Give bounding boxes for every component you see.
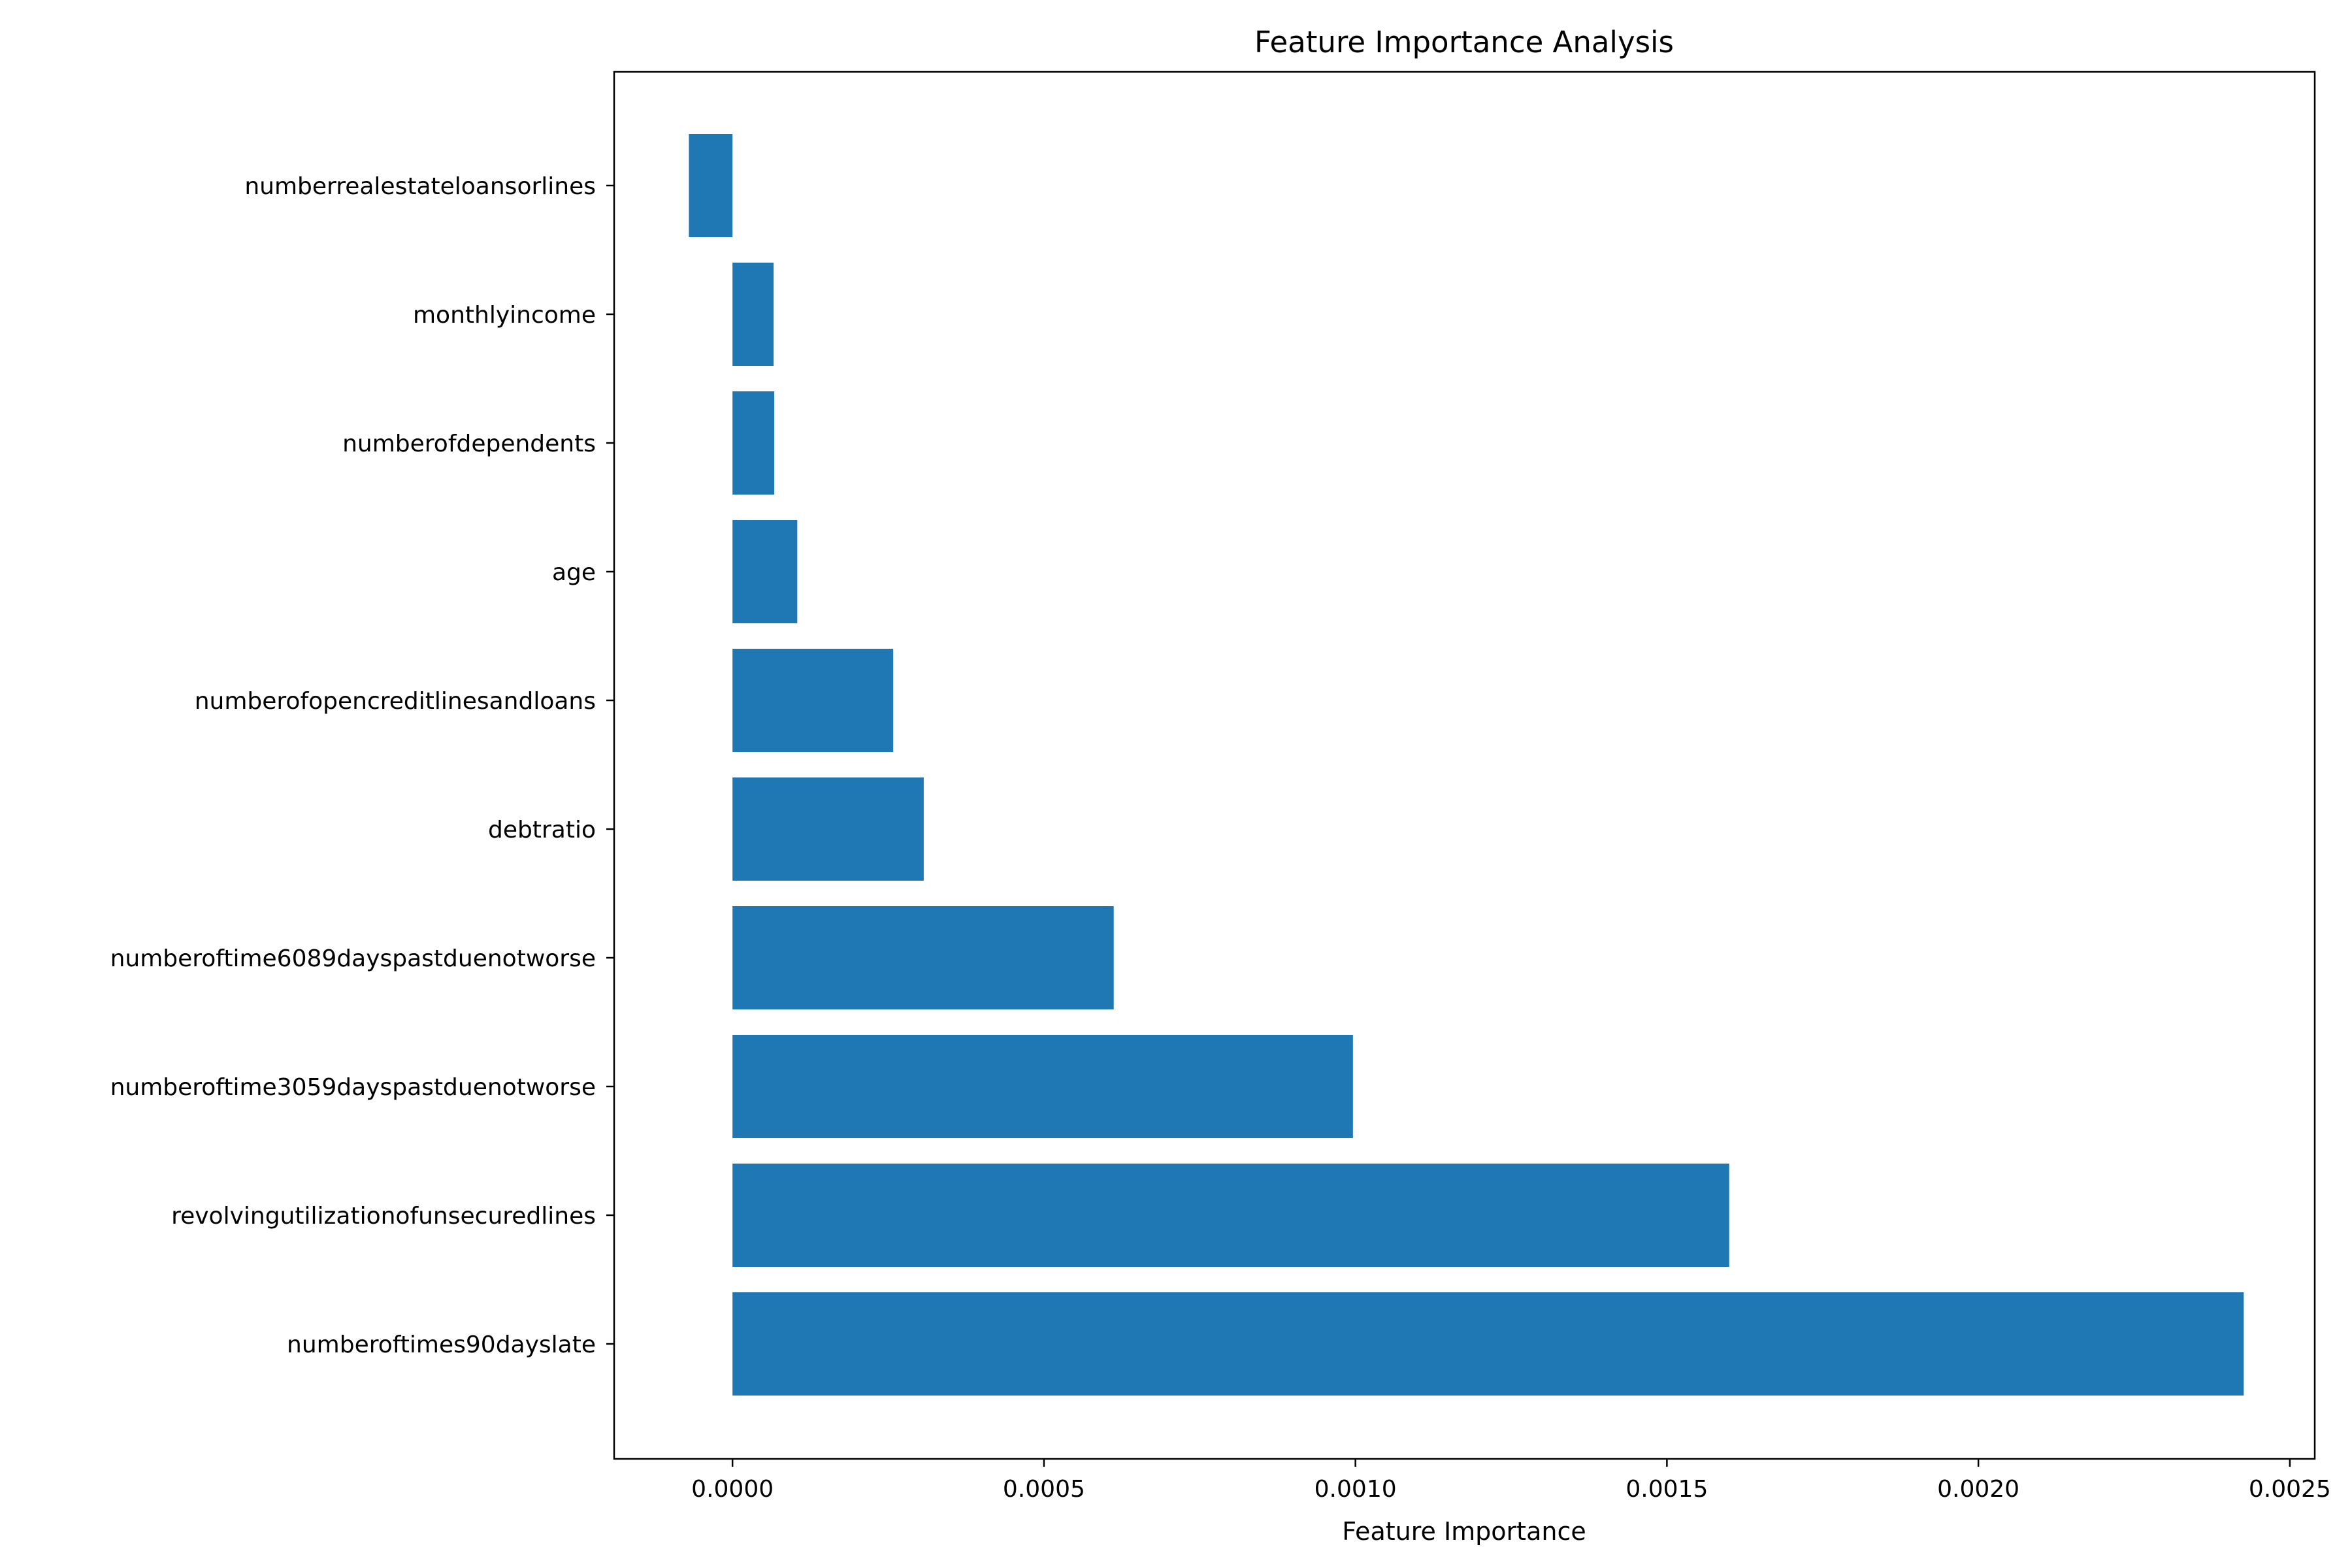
bar-numberoftime3059dayspastduenotworse	[732, 1035, 1353, 1138]
plot-frame	[613, 71, 2316, 1460]
y-tick-label: age	[552, 559, 596, 586]
y-tick-label: numberofopencreditlinesandloans	[195, 688, 596, 715]
bar-monthlyincome	[732, 263, 774, 366]
bar-numberoftime6089dayspastduenotworse	[732, 906, 1114, 1009]
x-tick-label: 0.0025	[2249, 1476, 2331, 1503]
x-axis-title: Feature Importance	[1342, 1517, 1586, 1546]
bar-series	[689, 134, 2244, 1396]
bar-debtratio	[732, 777, 924, 881]
x-tick-label: 0.0005	[1003, 1476, 1085, 1503]
y-tick-label: numberoftimes90dayslate	[287, 1331, 596, 1358]
bar-numberofopencreditlinesandloans	[732, 649, 894, 752]
y-tick-label: numberoftime6089dayspastduenotworse	[110, 945, 596, 972]
y-axis-labels: numberrealestateloansorlines monthlyincom…	[110, 173, 614, 1358]
y-tick-label: numberoftime3059dayspastduenotworse	[110, 1074, 596, 1101]
x-axis-ticks: 0.0000 0.0005 0.0010 0.0015 0.0020 0.0025	[691, 1459, 2331, 1503]
x-tick-label: 0.0015	[1625, 1476, 1708, 1503]
x-tick-label: 0.0020	[1937, 1476, 2019, 1503]
bar-numberoftimes90dayslate	[732, 1292, 2244, 1396]
bar-revolvingutilizationofunsecuredlines	[732, 1164, 1729, 1267]
bar-numberofdependents	[732, 391, 775, 495]
bar-numberrealestateloansorlines	[689, 134, 733, 237]
x-tick-label: 0.0010	[1315, 1476, 1397, 1503]
y-tick-label: debtratio	[488, 817, 596, 843]
y-tick-label: revolvingutilizationofunsecuredlines	[171, 1203, 596, 1230]
x-tick-label: 0.0000	[691, 1476, 774, 1503]
chart-title: Feature Importance Analysis	[1254, 25, 1674, 59]
y-tick-label: monthlyincome	[413, 302, 596, 329]
bar-age	[732, 520, 798, 623]
y-tick-label: numberrealestateloansorlines	[244, 173, 596, 200]
y-tick-label: numberofdependents	[342, 431, 596, 457]
